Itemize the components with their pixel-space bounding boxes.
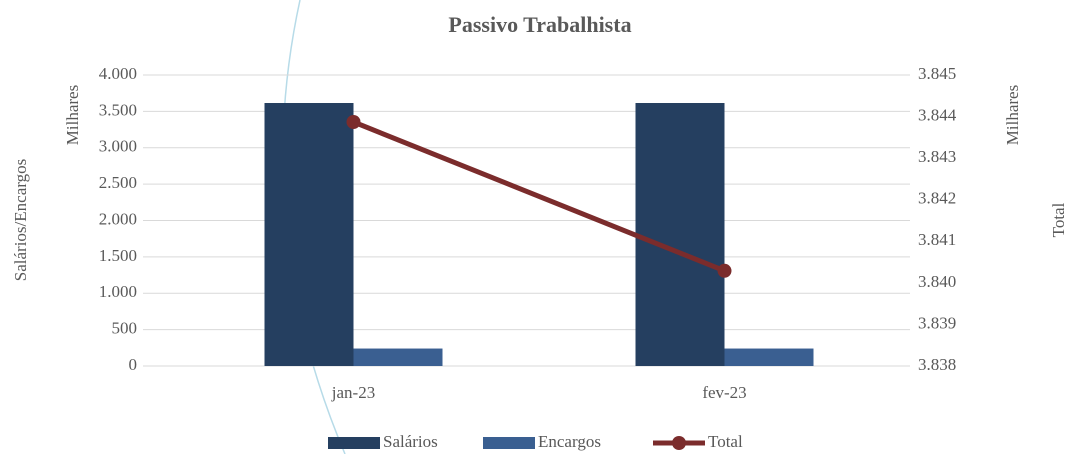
y2-tick-label: 3.844	[918, 105, 957, 124]
y-tick-label: 1.000	[99, 282, 137, 301]
legend-label: Encargos	[538, 432, 601, 451]
y-tick-label: 1.500	[99, 246, 137, 265]
y2-tick-label: 3.845	[918, 64, 956, 83]
y-tick-label: 4.000	[99, 64, 137, 83]
y-tick-label: 500	[112, 319, 138, 338]
legend-marker	[672, 436, 686, 450]
y2-tick-label: 3.843	[918, 147, 956, 166]
line-marker	[346, 114, 361, 129]
y-tick-label: 2.500	[99, 173, 137, 192]
y-tick-label: 3.500	[99, 100, 137, 119]
legend-swatch	[328, 437, 380, 449]
bar	[635, 103, 725, 366]
x-tick-label: fev-23	[702, 383, 746, 402]
bar	[353, 348, 443, 366]
line	[352, 119, 726, 274]
legend-label: Total	[708, 432, 743, 451]
x-tick-label: jan-23	[331, 383, 375, 402]
bar	[724, 348, 814, 366]
line-marker	[717, 263, 732, 278]
y2-tick-label: 3.838	[918, 355, 956, 374]
y-axis-unit: Milhares	[63, 85, 82, 145]
y2-tick-label: 3.841	[918, 230, 956, 249]
chart-title: Passivo Trabalhista	[448, 12, 631, 37]
y-tick-label: 0	[129, 355, 138, 374]
y2-tick-label: 3.842	[918, 189, 956, 208]
y-tick-label: 3.000	[99, 137, 137, 156]
legend-swatch	[483, 437, 535, 449]
bar	[264, 103, 354, 366]
y-tick-label: 2.000	[99, 209, 137, 228]
legend-label: Salários	[383, 432, 438, 451]
y2-axis-unit: Milhares	[1003, 85, 1022, 145]
y-axis-label: Salários/Encargos	[11, 159, 30, 281]
y2-axis-label: Total	[1049, 202, 1068, 237]
y2-tick-label: 3.839	[918, 313, 956, 332]
y2-tick-label: 3.840	[918, 272, 956, 291]
